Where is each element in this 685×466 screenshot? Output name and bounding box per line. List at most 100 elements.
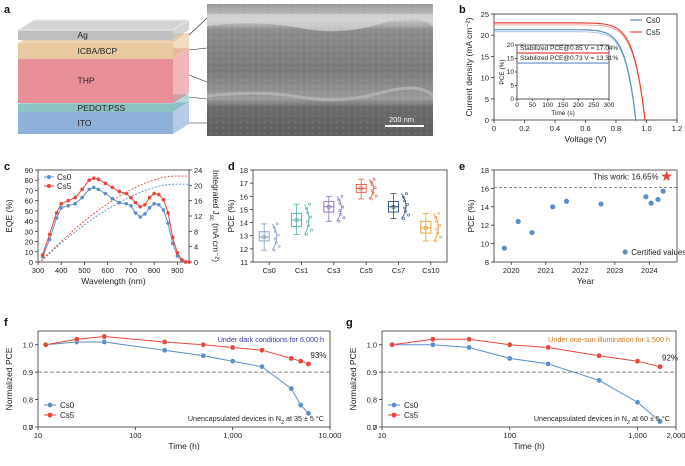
- leader-line: [188, 96, 208, 100]
- eqe-point: [166, 221, 170, 225]
- x-axis-label: Year: [577, 276, 594, 286]
- y2-axis-label: Integrated Jsc (mA cm⁻²): [208, 170, 221, 262]
- eqe-point: [143, 202, 147, 207]
- sem-image: 200 nm: [206, 4, 435, 136]
- y-tick-label: 8: [485, 258, 489, 267]
- eqe-point: [47, 237, 52, 242]
- eqe-point: [166, 211, 170, 215]
- y-tick-label: 1.0: [367, 341, 377, 350]
- condition-annotation: Under dark conditions for 6,000 h: [218, 335, 324, 344]
- data-point: [372, 177, 376, 181]
- device-note: Unencapsulated devices in N2 at 35 ± 5 °…: [188, 414, 324, 426]
- device-note-tail: at 60 ± 5 °C: [630, 414, 670, 423]
- inset-y-tick-label: 20: [507, 42, 515, 49]
- eqe-point: [91, 176, 96, 180]
- y2-tick-label: 20: [194, 181, 202, 190]
- leader-line: [188, 47, 208, 51]
- data-point: [338, 209, 342, 212]
- y-tick-label: 0.7: [23, 423, 33, 432]
- data-point: [272, 226, 276, 230]
- data-point: [309, 215, 312, 219]
- panel-f-label: f: [4, 317, 8, 329]
- certified-point: [563, 198, 570, 204]
- eqe-line-cs5: [42, 177, 189, 263]
- x-tick-label: 600: [101, 266, 114, 275]
- eqe-point: [170, 235, 175, 240]
- inset-y-tick-label: 15: [507, 56, 515, 63]
- certified-point: [529, 229, 535, 236]
- layer-front: [18, 112, 173, 134]
- layer-side: [173, 20, 189, 40]
- plot-frame: [493, 169, 678, 263]
- eqe-point: [133, 211, 138, 215]
- data-point: [305, 232, 308, 236]
- eqe-point: [47, 232, 52, 237]
- data-point: [402, 217, 405, 221]
- data-point: [374, 194, 378, 198]
- data-point: [435, 219, 439, 223]
- inset-annotation: Stabilized PCE@0.73 V = 13.31%: [520, 55, 618, 62]
- x-tick-label: 0.4: [550, 124, 560, 133]
- y-tick-label: 10: [481, 240, 489, 249]
- y-tick-label: 13: [240, 232, 248, 241]
- layer-side: [173, 102, 189, 134]
- eqe-point: [143, 212, 147, 216]
- certified-point: [598, 201, 604, 207]
- x-tick-label: 0.6: [580, 124, 590, 133]
- data-point: [308, 202, 311, 206]
- y2-label-main: Integrated J: [211, 170, 221, 215]
- data-point: [305, 207, 308, 210]
- layer-front: [18, 104, 173, 112]
- eqe-point: [133, 200, 138, 205]
- y-tick-label: 5: [485, 95, 489, 104]
- inset-x-tick-label: 300: [604, 102, 615, 109]
- stability-line-cs5: [392, 338, 661, 368]
- x-tick-label: 10: [378, 431, 386, 440]
- layer-front: [18, 30, 173, 40]
- eqe-point: [59, 201, 64, 206]
- y-tick-label: 0.9: [367, 368, 377, 377]
- stability-point: [200, 352, 207, 359]
- retention-label: 93%: [310, 351, 326, 360]
- eqe-point: [152, 191, 156, 196]
- y2-tick-label: 0: [194, 258, 198, 267]
- legend-marker: [47, 412, 53, 418]
- eqe-point: [129, 203, 133, 208]
- x-axis-label: Time (h): [168, 441, 199, 451]
- y-tick-label: 10: [481, 74, 489, 83]
- panel-g: g 10 100 1,000 2,000 0.7 0.8 0.9 1.0 0 Time (h) No…: [346, 317, 685, 451]
- eqe-point: [96, 187, 101, 192]
- x-tick-label: 0.8: [611, 124, 621, 133]
- data-point: [274, 241, 278, 245]
- eqe-point: [170, 241, 175, 246]
- eqe-point: [124, 201, 129, 206]
- x-axis-label: Time (h): [513, 441, 544, 451]
- x-tick-label: 400: [55, 266, 68, 275]
- eqe-point: [175, 251, 180, 255]
- jv-curve-cs0: [494, 29, 637, 121]
- data-point: [273, 229, 277, 233]
- certified-point: [501, 245, 507, 251]
- eqe-point: [147, 195, 152, 200]
- y-tick-label: 20: [25, 238, 33, 247]
- data-point: [277, 245, 281, 248]
- x-axis-label: Voltage (V): [564, 134, 606, 144]
- box-mean: [359, 186, 363, 191]
- y-tick-label: 0: [373, 423, 377, 432]
- data-point: [403, 206, 406, 210]
- eqe-point: [103, 181, 108, 186]
- data-point: [438, 223, 442, 227]
- x-tick-label: 2022: [572, 266, 589, 275]
- layer-label: Ag: [78, 30, 89, 40]
- data-point: [276, 233, 280, 237]
- stability-point: [466, 344, 472, 351]
- condition-annotation: Under one-sun illumination for 1,500 h: [548, 335, 670, 344]
- x-tick-label: 10: [34, 431, 42, 440]
- y-tick-label: 90: [25, 166, 33, 175]
- box-mean: [294, 218, 299, 222]
- data-point: [373, 186, 377, 190]
- violin-outline: [304, 203, 310, 235]
- layer-label: ICBA/BCP: [78, 46, 118, 56]
- eqe-point: [80, 195, 84, 200]
- eqe-point: [161, 208, 166, 212]
